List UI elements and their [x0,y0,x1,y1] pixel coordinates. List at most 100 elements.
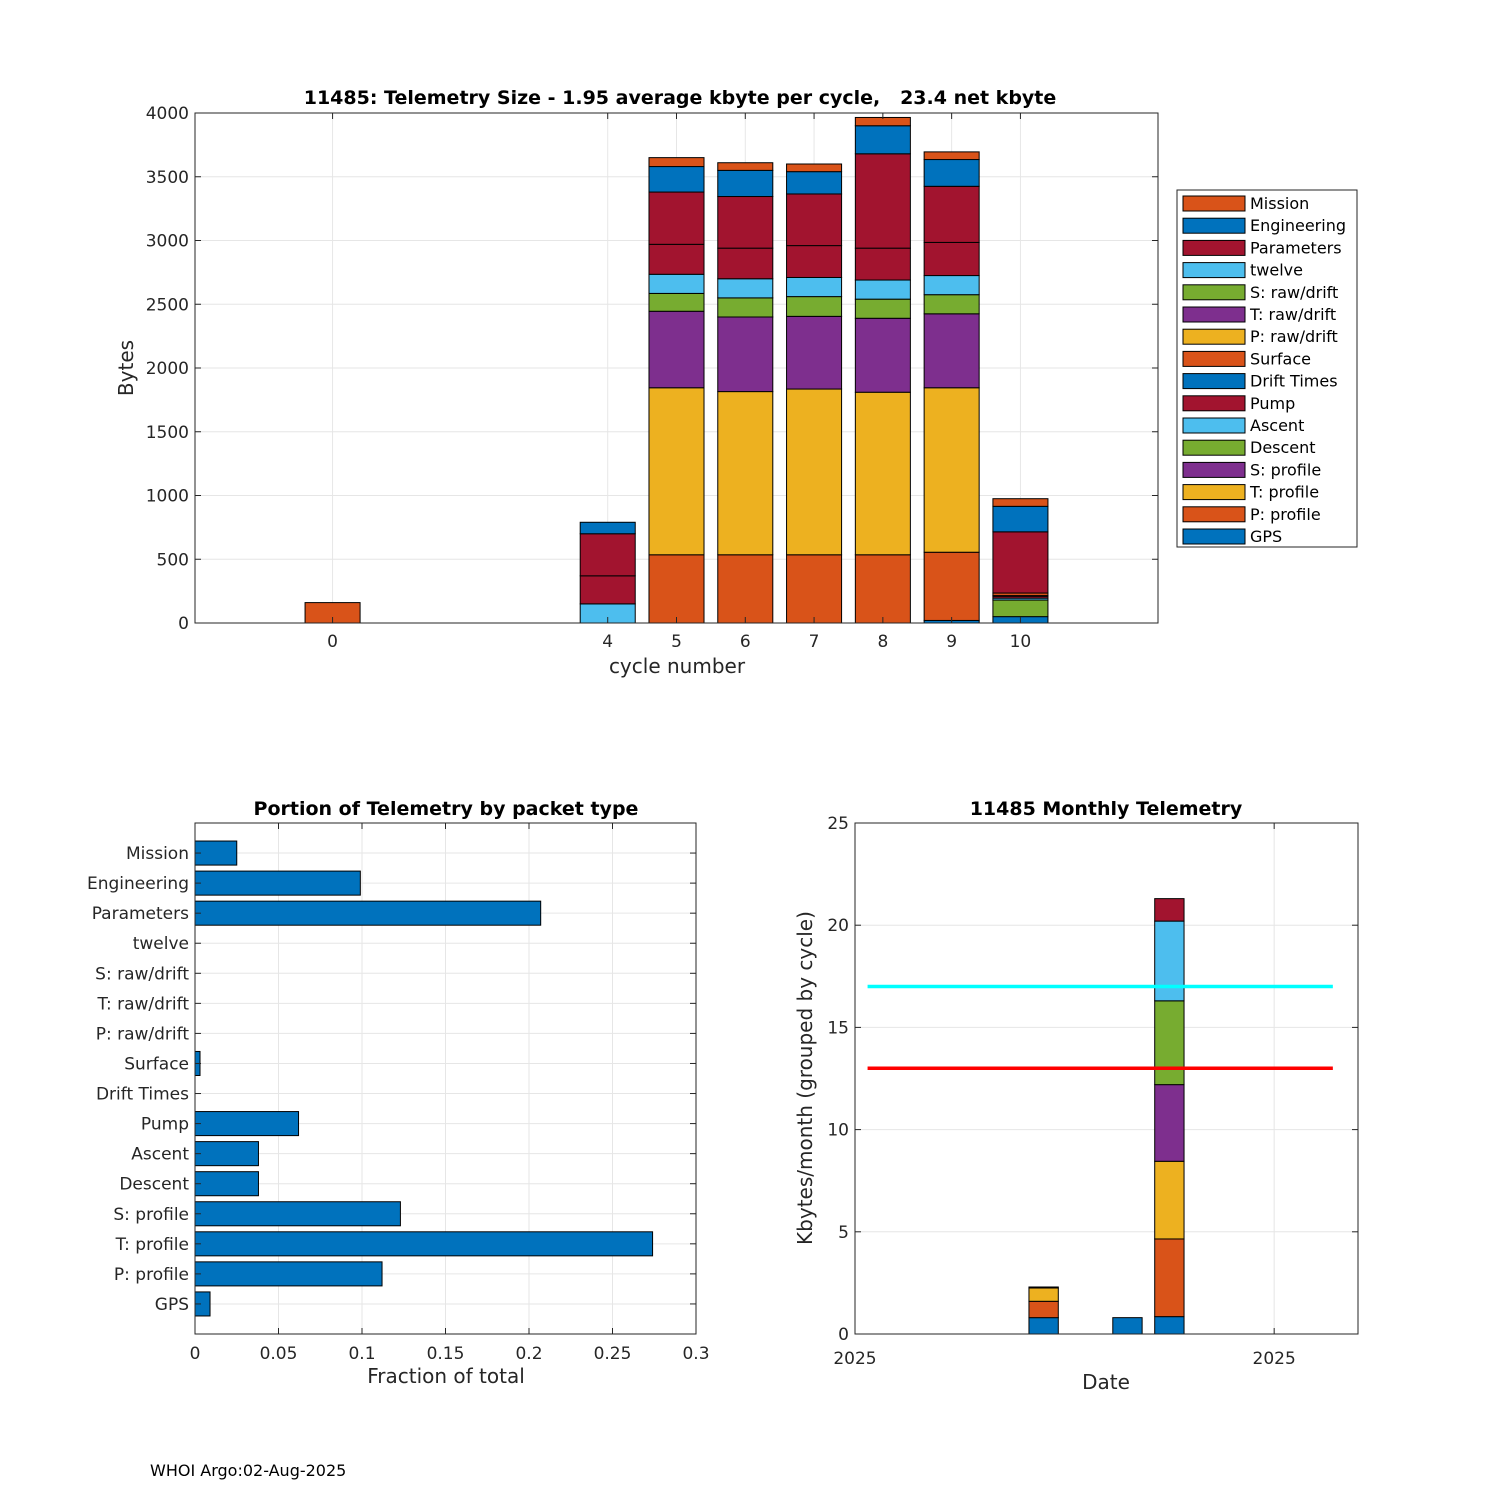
chart1-legend-swatch-surface [1182,350,1246,367]
chart1-legend-label: Drift Times [1250,372,1338,391]
chart1-bar-engineering [579,521,636,535]
chart3-bar-ascent [1154,920,1185,1002]
chart1-y-tick-label: 1000 [146,487,189,507]
chart2-bars [194,840,654,1317]
chart2-x-label: Fraction of total [367,1364,525,1388]
chart1-bar-p-profile [717,554,774,624]
chart1-bar-engineering [992,505,1049,533]
chart1-y-tick-label: 500 [157,550,189,570]
chart1-x-tick-label: 8 [877,632,888,652]
chart2-y-tick-label: twelve [133,934,189,954]
chart3-bar-gps [1028,1317,1059,1335]
chart2-bar-descent [194,1171,259,1197]
chart3-y-tick-label: 10 [827,1121,849,1141]
chart2-y-tick-label: Surface [124,1054,189,1074]
chart1-x-tick-label: 7 [809,632,820,652]
chart3-plot-area [855,823,1358,1334]
chart2-bar-mission [194,840,238,866]
chart1-bar-t-profile [854,391,911,556]
chart1-legend-swatch-engineering [1182,217,1246,234]
chart3-bar-gps [1112,1317,1143,1335]
chart3-y-ticks: 0 5 10 15 20 25 [827,814,1358,1345]
chart1-bar-pump [717,247,774,280]
chart2-y-tick-label: Drift Times [96,1085,189,1105]
chart3-bar-p-profile [1154,1238,1185,1318]
chart1-bar-mission [992,498,1049,507]
chart2-y-tick-label: Ascent [131,1145,189,1165]
chart1-bar-parameters [717,196,774,249]
chart1-bar-s-profile [854,317,911,393]
chart1-bar-pump [854,247,911,281]
chart1-bar-ascent [717,278,774,299]
chart2-x-tick-label: 0.3 [682,1344,709,1364]
chart3-bar-t-profile [1154,1160,1185,1240]
chart1-y-tick-label: 4000 [146,104,189,124]
chart1-legend-label: S: profile [1250,460,1321,479]
chart3-bar-descent [1154,1000,1185,1086]
chart1-legend-swatch-drift-times [1182,373,1246,390]
chart1-x-tick-label: 6 [740,632,751,652]
chart1-legend-swatch-mission [1182,195,1246,212]
chart1-legend-swatch-s-raw-drift [1182,284,1246,301]
chart1-bar-engineering [786,171,843,195]
chart3-y-tick-label: 5 [838,1223,849,1243]
chart1-y-tick-label: 0 [178,614,189,634]
chart1-y-ticks: 0 500 1000 1500 2000 2500 3000 3500 4000 [146,104,1158,634]
chart1-bar-descent [992,599,1049,618]
chart1-legend-swatch-gps [1182,528,1246,545]
chart1-bar-parameters [648,191,705,245]
chart2-x-tick-label: 0.05 [260,1344,298,1364]
chart1-bar-engineering [854,125,911,155]
chart2-x-ticks: 0 0.05 0.1 0.15 0.2 0.25 0.3 [190,823,710,1364]
chart1-legend-swatch-pump [1182,395,1246,412]
chart3-axes-box [854,822,1359,1335]
chart2-bar-t-profile [194,1231,654,1257]
chart1-legend-label: Surface [1250,349,1311,368]
chart2-x-tick-label: 0 [190,1344,201,1364]
chart3-bar-s-profile [1154,1084,1185,1162]
chart1-bar-p-profile [923,551,980,621]
chart1-x-ticks: 0 4 5 6 7 8 9 10 [327,113,1031,652]
chart1-x-tick-label: 4 [602,632,613,652]
chart1-bar-ascent [648,273,705,294]
chart1-y-tick-label: 1500 [146,423,189,443]
chart1-bar-mission [786,163,843,173]
chart1-x-tick-label: 5 [671,632,682,652]
chart2-y-tick-label: S: profile [113,1205,189,1225]
chart1-bar-engineering [717,169,774,198]
chart1-legend: Mission Engineering Parameters twelve S: raw… [1176,189,1358,548]
chart1-bar-s-profile [786,315,843,390]
chart1-bar-pump [786,245,843,278]
chart1-legend-swatch-ascent [1182,417,1246,434]
chart1-bar-descent [854,298,911,319]
chart1-bar-p-profile [786,554,843,624]
chart1-legend-label: Descent [1250,438,1316,457]
chart3-y-tick-label: 15 [827,1018,849,1038]
chart1-legend-label: T: profile [1249,483,1319,502]
chart1-legend-label: Engineering [1250,216,1346,235]
chart1-bar-t-profile [923,387,980,553]
chart1-bar-parameters [854,153,911,249]
chart1-legend-label: P: raw/drift [1250,327,1338,346]
chart1-bar-mission [923,151,980,161]
chart2-y-tick-label: GPS [155,1295,189,1315]
chart3-x-tick-label: 2025 [833,1349,876,1369]
footer-credit: WHOI Argo:02-Aug-2025 [150,1461,346,1480]
chart1-bar-parameters [786,193,843,247]
chart1-legend-label: T: raw/drift [1249,305,1336,324]
chart3-x-tick-label: 2025 [1253,1349,1296,1369]
chart1-bar-pump [923,241,980,277]
chart1-legend-label: Ascent [1250,416,1304,435]
chart2-x-tick-label: 0.2 [515,1344,542,1364]
chart2-bar-ascent [194,1141,259,1167]
chart1-legend-label: Parameters [1250,238,1342,257]
chart2-y-tick-label: Pump [141,1115,189,1135]
chart1-legend-swatch-twelve [1182,262,1246,279]
chart3-bar-pump [1154,898,1185,922]
chart1-bar-descent [648,292,705,312]
chart2-x-tick-label: 0.1 [348,1344,375,1364]
chart3-bar-p-profile [1028,1300,1059,1319]
chart3-title: 11485 Monthly Telemetry [970,798,1243,820]
chart1-title: 11485: Telemetry Size - 1.95 average kby… [304,87,1057,109]
